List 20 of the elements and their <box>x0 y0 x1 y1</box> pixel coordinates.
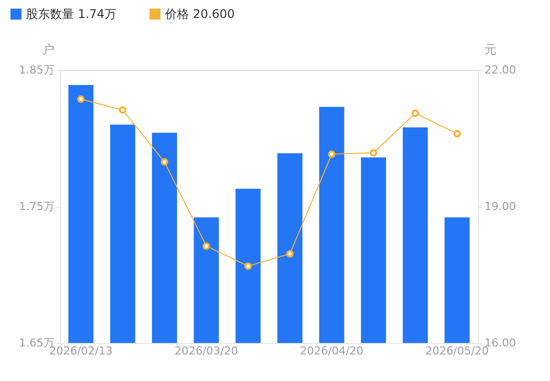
legend-label: 股东数量 1.74万 <box>26 7 117 22</box>
point <box>244 262 252 270</box>
point <box>160 158 168 166</box>
x-tick-label: 2026/03/20 <box>174 344 238 358</box>
x-tick-label: 2026/04/20 <box>300 344 364 358</box>
y2-tick-label: 19.00 <box>484 200 516 213</box>
y-tick-label: 1.75万 <box>19 200 54 213</box>
point <box>77 95 85 103</box>
y-tick-label: 1.85万 <box>19 64 54 76</box>
point <box>412 109 420 117</box>
point <box>328 150 336 158</box>
point <box>370 149 378 157</box>
y2-axis-title: 元 <box>484 42 496 56</box>
point <box>202 242 210 250</box>
y-axis-title: 户 <box>42 42 54 56</box>
point <box>453 130 461 138</box>
point <box>118 106 126 114</box>
y2-tick-label: 22.00 <box>484 64 516 76</box>
legend-label: 价格 20.600 <box>164 7 235 22</box>
point <box>286 250 294 258</box>
